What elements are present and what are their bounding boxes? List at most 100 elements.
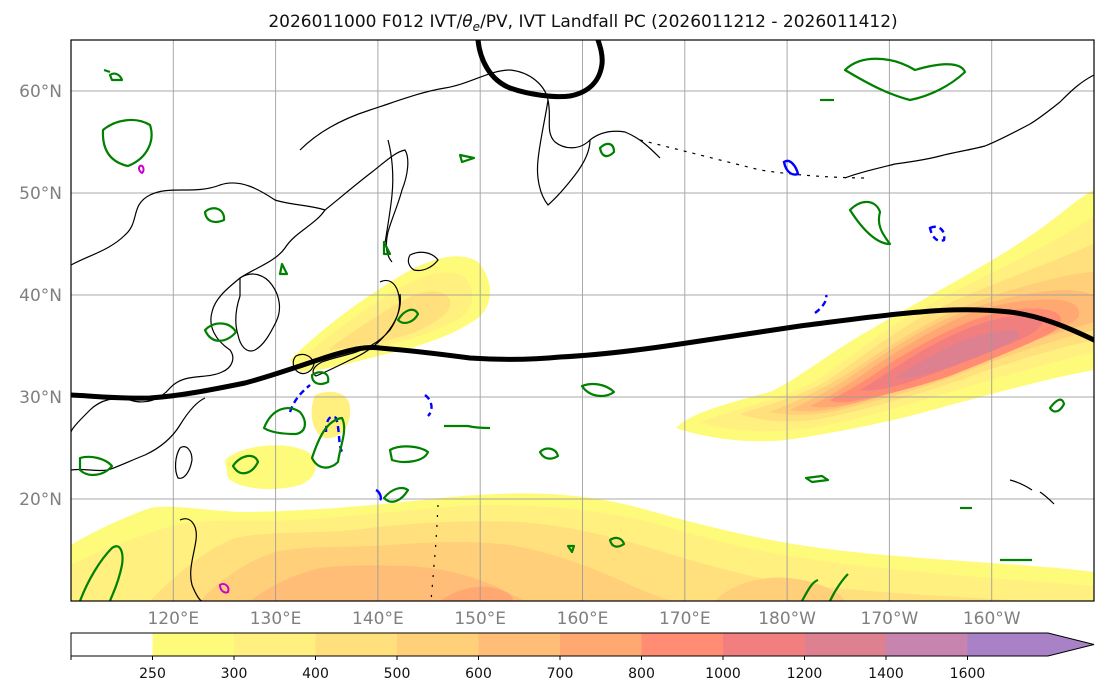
coast-honshu xyxy=(312,279,401,377)
lon-label-150e: 150°E xyxy=(454,609,506,629)
pv-contour-3 xyxy=(203,322,238,342)
coast-okhotsk xyxy=(324,149,409,263)
lon-label-170e: 170°E xyxy=(659,609,711,629)
pv-contour-21 xyxy=(843,57,967,102)
ivt-plume-south-japan xyxy=(311,391,351,439)
lon-label-180w: 180°W xyxy=(758,609,816,629)
pv-contour-6 xyxy=(396,308,420,324)
landfall-line-north xyxy=(475,40,605,100)
lat-label-60: 60°N xyxy=(19,82,62,102)
coast-mariana xyxy=(430,504,439,601)
pv-contour-8 xyxy=(262,407,306,436)
pv-contour-18 xyxy=(598,142,616,158)
pv-contours xyxy=(78,57,1066,601)
colorbar-extend-arrow xyxy=(967,633,1094,656)
lon-label-160w: 160°W xyxy=(963,609,1021,629)
lon-label-130e: 130°E xyxy=(250,609,302,629)
ivt-shading xyxy=(71,190,1094,601)
pv-contour-19 xyxy=(458,153,476,164)
colorbar-label-600: 600 xyxy=(465,666,492,682)
ivt-plume-pacific-1200 xyxy=(895,330,1020,379)
pv-contour-22 xyxy=(1048,398,1066,413)
lon-label-170w: 170°W xyxy=(861,609,919,629)
colorbar-label-1600: 1600 xyxy=(950,666,986,682)
magenta-marker-2 xyxy=(218,582,230,594)
pv-contour-25 xyxy=(566,544,576,554)
coast-taiwan xyxy=(174,446,193,479)
colorbar-label-400: 400 xyxy=(302,666,329,682)
coast-kamchatka xyxy=(536,99,591,206)
colorbar-bin-1400 xyxy=(886,633,968,656)
figure-title: 2026011000 F012 IVT/θe/PV, IVT Landfall … xyxy=(268,12,897,34)
lat-tick-labels: 20°N 30°N 40°N 50°N 60°N xyxy=(19,82,62,510)
colorbar-bin-500 xyxy=(397,633,479,656)
ivt-blob-philippine-sea xyxy=(225,445,316,490)
theta-contour-2 xyxy=(324,415,344,453)
coast-alaska xyxy=(844,74,1094,179)
coast-hawaii xyxy=(1009,479,1055,505)
pv-contour-2 xyxy=(203,207,226,223)
lon-label-140e: 140°E xyxy=(352,609,404,629)
coast-china-south xyxy=(71,397,206,472)
lat-label-20: 20°N xyxy=(19,490,62,510)
pv-contour-10 xyxy=(231,454,260,475)
pv-contour-15 xyxy=(444,424,491,430)
colorbar-bin-0 xyxy=(71,633,153,656)
coast-kyushu xyxy=(292,353,315,375)
lon-label-160e: 160°E xyxy=(557,609,609,629)
colorbar-ticks xyxy=(70,656,968,660)
pv-contour-14 xyxy=(382,487,410,503)
pv-contour-11 xyxy=(78,455,114,476)
pv-contour-16 xyxy=(538,447,560,460)
colorbar-label-700: 700 xyxy=(547,666,574,682)
lat-label-40: 40°N xyxy=(19,286,62,306)
lat-label-50: 50°N xyxy=(19,184,62,204)
pv-contour-23 xyxy=(804,474,830,484)
colorbar-bin-250 xyxy=(152,633,234,656)
coast-korea xyxy=(235,273,281,352)
gridlines xyxy=(71,40,1094,601)
pv-contour-4 xyxy=(278,262,289,276)
colorbar-label-1200: 1200 xyxy=(787,666,823,682)
colorbar-label-800: 800 xyxy=(628,666,655,682)
pv-contour-1 xyxy=(101,118,153,168)
magenta-markers xyxy=(137,164,230,594)
ivt-plume-pacific-300 xyxy=(700,216,1094,432)
pv-contour-26 xyxy=(801,573,849,601)
pv-contour-13 xyxy=(388,445,430,463)
pv-contour-12 xyxy=(78,545,124,601)
colorbar-outline xyxy=(70,632,1095,657)
theta-contour-4 xyxy=(928,225,946,242)
pv-contour-9 xyxy=(310,416,346,469)
theta-contour-7 xyxy=(375,488,382,501)
colorbar-label-500: 500 xyxy=(384,666,411,682)
coast-hokkaido xyxy=(407,251,439,272)
coast-sakhalin xyxy=(383,139,394,251)
colorbar-bin-1200 xyxy=(804,633,886,656)
colorbar-bin-700 xyxy=(560,633,642,656)
ivt-tropical-band-700 xyxy=(440,586,513,601)
colorbar-bin-800 xyxy=(641,633,723,656)
colorbar-bin-600 xyxy=(478,633,560,656)
theta-contour-3 xyxy=(424,394,433,417)
pv-contour-7 xyxy=(310,371,330,386)
map-frame xyxy=(70,39,1095,602)
landfall-line-main xyxy=(71,307,1094,401)
lat-label-30: 30°N xyxy=(19,388,62,408)
pv-contour-17 xyxy=(580,382,616,398)
colorbar-bin-400 xyxy=(315,633,397,656)
magenta-marker-1 xyxy=(137,164,145,175)
colorbar-label-250: 250 xyxy=(139,666,166,682)
colorbar-bin-1000 xyxy=(723,633,805,656)
colorbar-bin-300 xyxy=(234,633,316,656)
coast-luzon xyxy=(179,518,203,601)
pv-contour-5 xyxy=(382,240,392,256)
ivt-plume-japan-400 xyxy=(330,291,451,350)
lon-tick-labels: 120°E 130°E 140°E 150°E 160°E 170°E 180°… xyxy=(147,609,1020,629)
theta-contour-6 xyxy=(782,159,800,176)
colorbar-label-1400: 1400 xyxy=(868,666,904,682)
coast-aleutians xyxy=(639,139,871,179)
colorbar-label-300: 300 xyxy=(221,666,248,682)
theta-contour-5 xyxy=(814,294,828,314)
